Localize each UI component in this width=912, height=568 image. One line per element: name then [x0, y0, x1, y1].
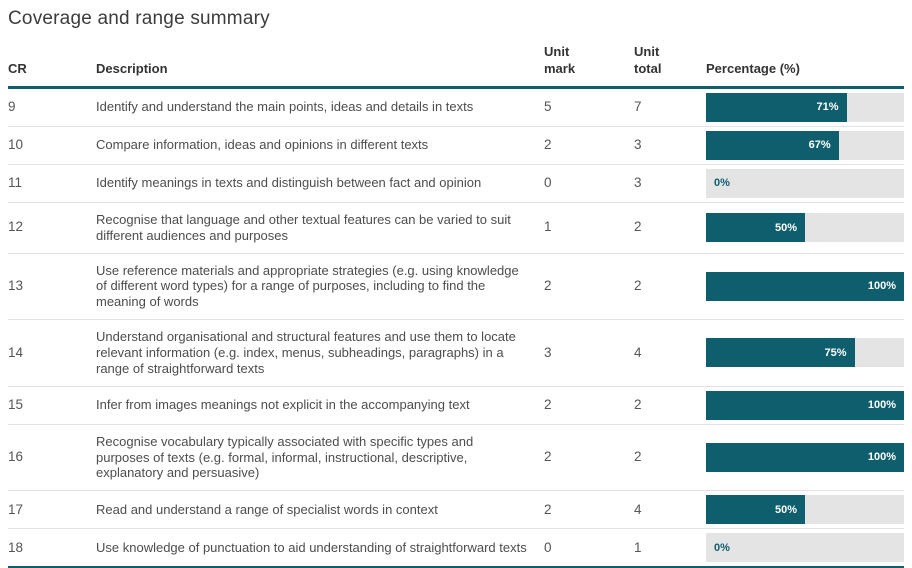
percentage-cell: 50% [706, 209, 904, 246]
unit-mark-cell: 0 [544, 539, 552, 555]
column-header-description: Description [96, 60, 168, 76]
percentage-bar-track: 0% [706, 533, 904, 563]
unit-total-cell: 3 [634, 175, 642, 191]
percentage-label: 75% [824, 346, 847, 359]
description-cell: Use knowledge of punctuation to aid unde… [96, 539, 527, 555]
percentage-cell: 0% [706, 165, 904, 202]
table-row: 11 Identify meanings in texts and distin… [8, 165, 904, 203]
column-header-cr: CR [8, 60, 27, 76]
cr-cell: 18 [8, 539, 24, 555]
percentage-cell: 67% [706, 127, 904, 164]
description-cell: Identify and understand the main points,… [96, 99, 474, 115]
percentage-label: 100% [867, 451, 896, 464]
unit-mark-cell: 5 [544, 99, 552, 115]
unit-total-cell: 7 [634, 99, 642, 115]
unit-mark-cell: 3 [544, 344, 552, 360]
percentage-cell: 50% [706, 491, 904, 528]
percentage-label: 67% [808, 139, 831, 152]
cr-cell: 16 [8, 449, 24, 465]
unit-mark-cell: 1 [544, 219, 552, 235]
percentage-cell: 75% [706, 334, 904, 371]
percentage-bar-fill: 75% [706, 338, 855, 368]
description-cell: Understand organisational and structural… [96, 329, 516, 376]
percentage-bar-track: 100% [706, 390, 904, 420]
percentage-cell: 0% [706, 529, 904, 566]
unit-total-cell: 2 [634, 219, 642, 235]
page-title: Coverage and range summary [8, 8, 270, 29]
column-header-unit-total: Unit total [634, 44, 662, 76]
table-row: 10 Compare information, ideas and opinio… [8, 127, 904, 165]
table-row: 14 Understand organisational and structu… [8, 320, 904, 387]
unit-mark-cell: 2 [544, 449, 552, 465]
description-cell: Infer from images meanings not explicit … [96, 397, 470, 413]
percentage-cell: 100% [706, 268, 904, 305]
description-cell: Compare information, ideas and opinions … [96, 137, 429, 153]
percentage-cell: 71% [706, 89, 904, 126]
cr-cell: 12 [8, 219, 24, 235]
percentage-bar-fill: 50% [706, 495, 805, 525]
description-cell: Recognise that language and other textua… [96, 211, 511, 243]
description-cell: Read and understand a range of specialis… [96, 501, 438, 517]
percentage-bar-fill: 67% [706, 130, 839, 160]
percentage-bar-track: 71% [706, 92, 904, 122]
cr-cell: 10 [8, 137, 24, 153]
table-row: 15 Infer from images meanings not explic… [8, 387, 904, 425]
unit-total-cell: 4 [634, 501, 642, 517]
unit-total-cell: 2 [634, 278, 642, 294]
unit-mark-cell: 2 [544, 501, 552, 517]
column-header-unit-mark: Unit mark [544, 44, 576, 76]
cr-cell: 11 [8, 175, 23, 191]
unit-total-cell: 3 [634, 137, 642, 153]
table-row: 18 Use knowledge of punctuation to aid u… [8, 529, 904, 568]
percentage-bar-track: 50% [706, 213, 904, 243]
unit-mark-cell: 2 [544, 396, 552, 412]
percentage-label: 50% [774, 503, 797, 516]
unit-mark-cell: 0 [544, 175, 552, 191]
description-cell: Use reference materials and appropriate … [96, 262, 519, 310]
percentage-bar-fill: 100% [706, 442, 904, 472]
table-row: 16 Recognise vocabulary typically associ… [8, 425, 904, 492]
percentage-label: 50% [774, 221, 797, 234]
description-cell: Recognise vocabulary typically associate… [96, 433, 474, 481]
cr-cell: 13 [8, 278, 24, 294]
column-header-percentage: Percentage (%) [706, 60, 800, 76]
percentage-bar-fill: 100% [706, 271, 904, 301]
percentage-bar-track: 100% [706, 442, 904, 472]
percentage-bar-fill: 100% [706, 390, 904, 420]
percentage-label: 100% [867, 399, 896, 412]
unit-total-cell: 2 [634, 396, 642, 412]
percentage-bar-fill: 71% [706, 92, 847, 122]
cr-cell: 14 [8, 344, 24, 360]
unit-total-cell: 4 [634, 344, 642, 360]
unit-total-cell: 2 [634, 449, 642, 465]
cr-cell: 17 [8, 501, 24, 517]
description-cell: Identify meanings in texts and distingui… [96, 175, 482, 191]
cr-cell: 15 [8, 396, 24, 412]
unit-mark-cell: 2 [544, 137, 552, 153]
percentage-label: 100% [867, 280, 896, 293]
table-row: 17 Read and understand a range of specia… [8, 491, 904, 530]
percentage-label: 0% [714, 177, 730, 190]
percentage-label: 0% [714, 541, 730, 554]
coverage-table: CR Description Unit mark Unit total Perc… [8, 44, 904, 568]
percentage-label: 71% [816, 101, 839, 114]
cr-cell: 9 [8, 99, 16, 115]
unit-mark-cell: 2 [544, 278, 552, 294]
percentage-bar-track: 67% [706, 130, 904, 160]
table-header-row: CR Description Unit mark Unit total Perc… [8, 44, 904, 89]
table-row: 13 Use reference materials and appropria… [8, 254, 904, 321]
percentage-bar-track: 50% [706, 495, 904, 525]
percentage-cell: 100% [706, 387, 904, 424]
percentage-cell: 100% [706, 439, 904, 476]
percentage-bar-track: 0% [706, 168, 904, 198]
percentage-bar-track: 100% [706, 271, 904, 301]
percentage-bar-fill: 50% [706, 213, 805, 243]
unit-total-cell: 1 [634, 539, 642, 555]
percentage-bar-track: 75% [706, 338, 904, 368]
table-row: 9 Identify and understand the main point… [8, 89, 904, 127]
table-row: 12 Recognise that language and other tex… [8, 203, 904, 254]
